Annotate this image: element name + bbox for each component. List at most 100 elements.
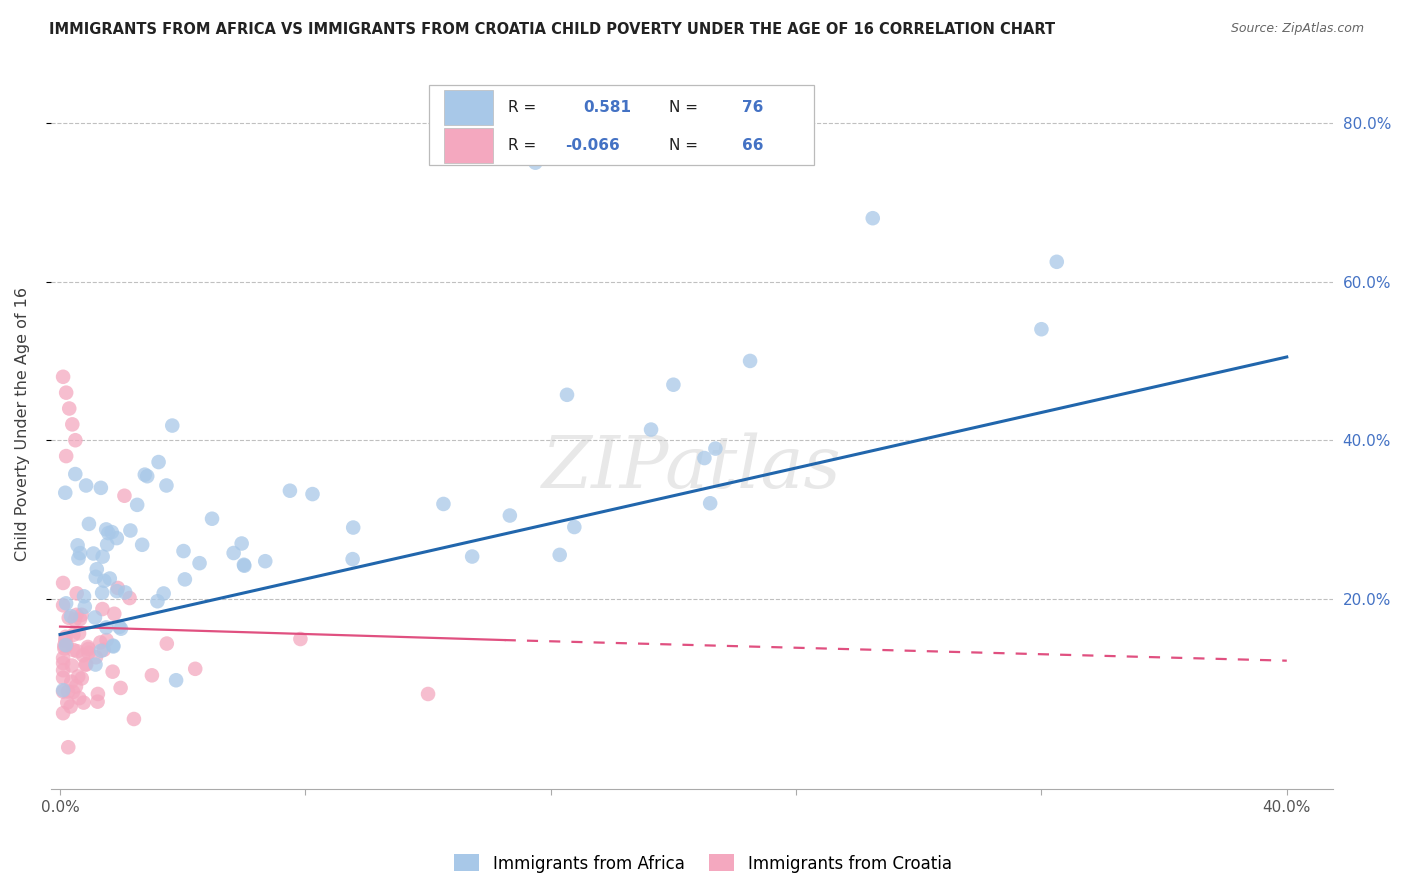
Point bbox=[524, 155, 547, 169]
Point bbox=[52, 683, 75, 698]
Point bbox=[704, 442, 727, 456]
Text: 66: 66 bbox=[742, 138, 763, 153]
Point bbox=[55, 385, 77, 400]
Point bbox=[342, 552, 364, 566]
Point bbox=[69, 612, 91, 626]
Point bbox=[87, 687, 110, 701]
Point bbox=[73, 599, 96, 614]
Text: N =: N = bbox=[669, 100, 697, 115]
Point bbox=[75, 478, 97, 492]
Point bbox=[100, 525, 122, 540]
Point bbox=[62, 628, 84, 642]
Point bbox=[91, 549, 114, 564]
Point bbox=[84, 610, 107, 624]
Point bbox=[67, 691, 90, 706]
Point bbox=[101, 639, 124, 653]
Point bbox=[72, 648, 94, 663]
Point bbox=[693, 451, 716, 466]
Point bbox=[188, 556, 211, 570]
Point bbox=[148, 455, 170, 469]
Point bbox=[278, 483, 301, 498]
Point bbox=[114, 489, 136, 503]
Point bbox=[222, 546, 245, 560]
Point bbox=[66, 644, 89, 658]
Point bbox=[56, 696, 79, 710]
Point bbox=[173, 544, 195, 558]
Point bbox=[86, 562, 108, 576]
Point bbox=[59, 609, 82, 624]
Point bbox=[101, 665, 124, 679]
Point bbox=[55, 449, 77, 463]
Point bbox=[55, 638, 77, 652]
Point bbox=[67, 669, 90, 683]
Point bbox=[120, 524, 142, 538]
Point bbox=[52, 706, 75, 721]
Point bbox=[342, 520, 364, 534]
Text: ZIPatlas: ZIPatlas bbox=[541, 433, 842, 503]
Point bbox=[233, 558, 256, 573]
Point bbox=[290, 632, 312, 646]
Text: IMMIGRANTS FROM AFRICA VS IMMIGRANTS FROM CROATIA CHILD POVERTY UNDER THE AGE OF: IMMIGRANTS FROM AFRICA VS IMMIGRANTS FRO… bbox=[49, 22, 1056, 37]
Point bbox=[201, 512, 224, 526]
Point bbox=[416, 687, 439, 701]
Point bbox=[146, 594, 169, 608]
Point bbox=[52, 651, 75, 665]
Text: 0.581: 0.581 bbox=[583, 100, 631, 115]
Point bbox=[65, 680, 87, 694]
Point bbox=[127, 498, 149, 512]
Point bbox=[103, 607, 125, 621]
Point bbox=[184, 662, 207, 676]
Point bbox=[97, 526, 120, 541]
Point bbox=[75, 657, 97, 672]
Point bbox=[52, 369, 75, 384]
Point bbox=[96, 537, 118, 551]
Point bbox=[84, 650, 107, 665]
Point bbox=[84, 657, 107, 672]
Point bbox=[60, 658, 83, 673]
Point bbox=[67, 626, 90, 640]
Text: R =: R = bbox=[509, 100, 537, 115]
FancyBboxPatch shape bbox=[444, 90, 494, 125]
Point bbox=[52, 599, 75, 613]
Point bbox=[1046, 255, 1069, 269]
Point bbox=[59, 699, 82, 714]
Point bbox=[82, 547, 104, 561]
Point bbox=[86, 695, 108, 709]
Point bbox=[432, 497, 454, 511]
Point bbox=[122, 712, 145, 726]
Point bbox=[65, 434, 87, 448]
Point bbox=[152, 586, 174, 600]
Point bbox=[70, 672, 93, 686]
Point bbox=[96, 523, 118, 537]
Point bbox=[52, 663, 75, 677]
Point bbox=[56, 684, 79, 698]
Point bbox=[62, 685, 84, 699]
Point bbox=[114, 585, 136, 599]
Point bbox=[108, 620, 131, 634]
Point bbox=[53, 633, 76, 648]
Point bbox=[640, 423, 662, 437]
Point bbox=[66, 586, 89, 600]
Point bbox=[75, 657, 97, 672]
Point bbox=[72, 696, 94, 710]
Point bbox=[301, 487, 323, 501]
Point bbox=[98, 572, 121, 586]
Point bbox=[67, 551, 90, 566]
Point bbox=[77, 516, 100, 531]
Point bbox=[862, 211, 884, 226]
Point bbox=[55, 630, 77, 644]
Point bbox=[62, 643, 84, 657]
Point bbox=[69, 546, 91, 560]
Point bbox=[96, 633, 118, 648]
Point bbox=[60, 417, 83, 432]
Text: N =: N = bbox=[669, 138, 697, 153]
Point bbox=[254, 554, 277, 568]
Point bbox=[231, 536, 253, 550]
Point bbox=[77, 646, 100, 660]
Point bbox=[134, 467, 156, 482]
Point bbox=[53, 485, 76, 500]
Point bbox=[52, 671, 75, 685]
Point bbox=[103, 640, 125, 654]
Point bbox=[76, 640, 98, 654]
Point bbox=[562, 520, 585, 534]
